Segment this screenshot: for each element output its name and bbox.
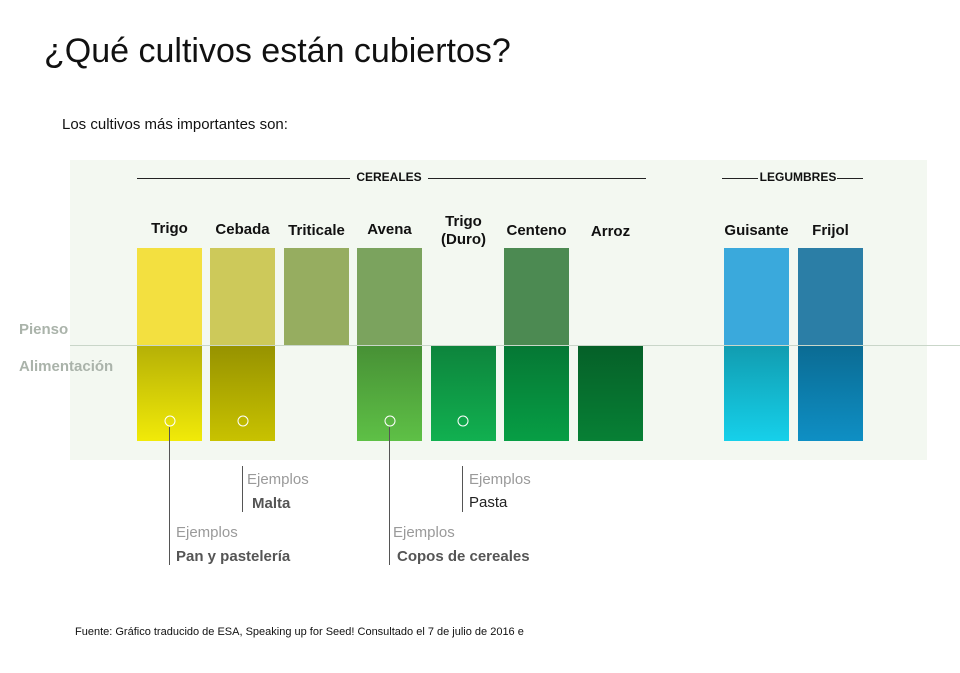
example-dot-avena: [384, 415, 396, 427]
bar-alimentacion-centeno: [504, 345, 569, 441]
example-label-copos: Ejemplos: [393, 524, 455, 541]
cereales-line-left: [137, 178, 350, 179]
example-value-copos: Copos de cereales: [397, 548, 530, 565]
bar-alimentacion-guisante: [724, 345, 789, 441]
example-value-pasta: Pasta: [469, 494, 508, 511]
bar-alimentacion-arroz: [578, 345, 643, 441]
crop-label-centeno: Centeno: [506, 222, 567, 239]
pienso-alimentacion-divider: [70, 345, 960, 346]
crop-label-guisante: Guisante: [724, 222, 789, 239]
page-subtitle: Los cultivos más importantes son:: [62, 116, 288, 133]
axis-label-pienso: Pienso: [19, 321, 69, 338]
example-label-malta: Ejemplos: [247, 471, 309, 488]
example-dot-cebada: [237, 415, 249, 427]
axis-label-alimentacion: Alimentación: [19, 358, 114, 375]
bar-pienso-guisante: [724, 248, 789, 345]
leader-line-trigo-duro: [462, 466, 463, 512]
bar-alimentacion-frijol: [798, 345, 863, 441]
crop-label-triticale: Triticale: [288, 222, 345, 239]
group-label-legumbres: LEGUMBRES: [759, 170, 837, 184]
bar-pienso-cebada: [210, 248, 275, 345]
crop-label-arroz: Arroz: [590, 223, 631, 240]
page-title: ¿Qué cultivos están cubiertos?: [44, 32, 511, 70]
crop-label-avena: Avena: [367, 221, 412, 238]
group-label-cereales: CEREALES: [356, 170, 422, 184]
legumbres-line-left: [722, 178, 758, 179]
crop-label-cebada: Cebada: [215, 221, 270, 238]
crop-label-trigo-duro: Trigo (Duro): [441, 213, 486, 248]
example-dot-trigo-duro: [457, 415, 469, 427]
crop-label-trigo: Trigo: [151, 220, 188, 237]
bar-alimentacion-cebada: [210, 345, 275, 441]
legumbres-line-right: [837, 178, 863, 179]
example-value-malta: Malta: [252, 495, 291, 512]
source-footer: Fuente: Gráfico traducido de ESA, Speaki…: [75, 626, 524, 638]
example-label-pan: Ejemplos: [176, 524, 238, 541]
leader-line-trigo: [169, 427, 170, 565]
cereales-line-right: [428, 178, 646, 179]
example-label-pasta: Ejemplos: [469, 471, 531, 488]
crop-label-frijol: Frijol: [812, 222, 849, 239]
bar-pienso-frijol: [798, 248, 863, 345]
bar-pienso-trigo: [137, 248, 202, 345]
leader-line-cebada: [242, 466, 243, 512]
leader-line-avena: [389, 427, 390, 565]
bar-pienso-avena: [357, 248, 422, 345]
bar-pienso-triticale: [284, 248, 349, 345]
example-dot-trigo: [164, 415, 176, 427]
bar-pienso-centeno: [504, 248, 569, 345]
bar-alimentacion-trigo-duro: [431, 345, 496, 441]
example-value-pan: Pan y pastelería: [176, 548, 291, 565]
